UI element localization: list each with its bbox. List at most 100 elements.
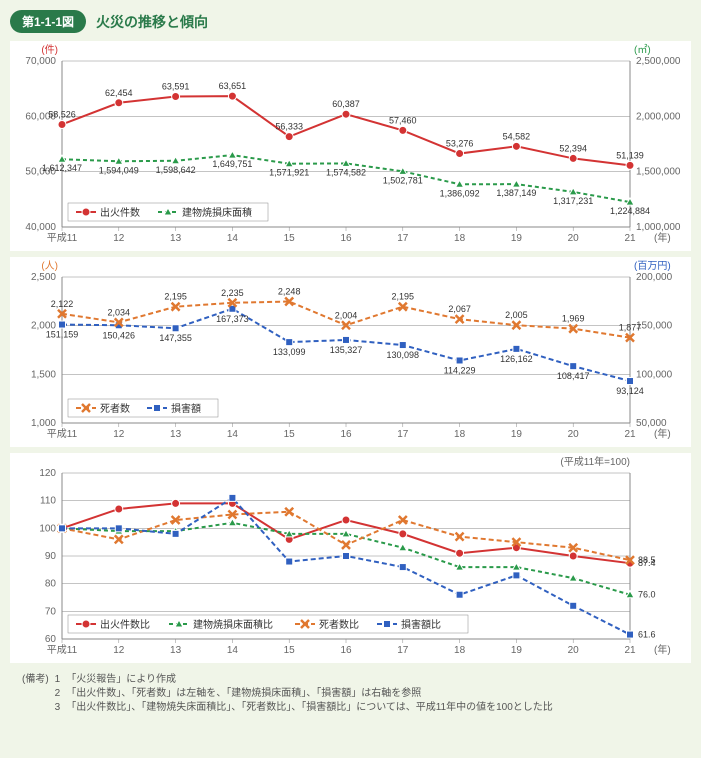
- svg-text:62,454: 62,454: [105, 88, 133, 98]
- svg-text:110: 110: [40, 496, 56, 507]
- svg-text:108,417: 108,417: [557, 371, 590, 381]
- svg-text:1,317,231: 1,317,231: [553, 196, 593, 206]
- svg-text:150,000: 150,000: [636, 321, 673, 332]
- svg-text:16: 16: [340, 429, 352, 440]
- svg-text:54,582: 54,582: [503, 131, 531, 141]
- svg-text:70,000: 70,000: [25, 56, 56, 67]
- svg-text:100: 100: [39, 523, 56, 534]
- svg-text:20: 20: [568, 233, 580, 244]
- svg-text:70: 70: [45, 606, 57, 617]
- svg-text:19: 19: [511, 645, 523, 656]
- svg-text:57,460: 57,460: [389, 115, 417, 125]
- svg-text:1,594,049: 1,594,049: [99, 165, 139, 175]
- figure-title: 火災の推移と傾向: [96, 12, 208, 32]
- svg-text:51,139: 51,139: [616, 150, 644, 160]
- svg-text:21: 21: [624, 645, 636, 656]
- svg-text:平成11: 平成11: [47, 232, 78, 244]
- svg-text:12: 12: [113, 233, 125, 244]
- svg-text:16: 16: [340, 645, 352, 656]
- svg-text:死者数: 死者数: [100, 402, 130, 415]
- svg-text:15: 15: [284, 429, 296, 440]
- svg-text:14: 14: [227, 429, 239, 440]
- svg-text:(㎡): (㎡): [634, 44, 651, 56]
- svg-text:死者数比: 死者数比: [319, 618, 359, 631]
- svg-text:18: 18: [454, 429, 466, 440]
- svg-text:126,162: 126,162: [500, 354, 533, 364]
- svg-text:15: 15: [284, 645, 296, 656]
- svg-text:114,229: 114,229: [444, 365, 476, 375]
- svg-text:建物焼損床面積: 建物焼損床面積: [182, 206, 252, 219]
- svg-text:100,000: 100,000: [636, 369, 673, 380]
- chart3: (平成11年=100)60708090100110120平成1112131415…: [10, 453, 691, 663]
- svg-text:133,099: 133,099: [273, 347, 306, 357]
- svg-text:2,500: 2,500: [31, 272, 56, 283]
- svg-text:12: 12: [113, 429, 125, 440]
- svg-text:(百万円): (百万円): [634, 260, 671, 272]
- svg-text:53,276: 53,276: [446, 139, 474, 149]
- chart2: (人)(百万円)1,0001,5002,0002,50050,000100,00…: [10, 257, 691, 447]
- svg-text:1,386,092: 1,386,092: [440, 188, 480, 198]
- svg-text:52,394: 52,394: [559, 143, 587, 153]
- svg-text:(平成11年=100): (平成11年=100): [560, 455, 630, 468]
- svg-text:40,000: 40,000: [25, 222, 56, 233]
- charts-area: (件)(㎡)40,00050,00060,00070,0001,000,0001…: [10, 41, 691, 663]
- svg-text:1,387,149: 1,387,149: [496, 188, 536, 198]
- svg-text:120: 120: [39, 468, 56, 479]
- svg-text:200,000: 200,000: [636, 272, 673, 283]
- svg-text:61.6: 61.6: [638, 630, 656, 640]
- svg-text:2,122: 2,122: [51, 299, 74, 309]
- figure-badge: 第1-1-1図: [10, 10, 86, 33]
- svg-text:19: 19: [511, 233, 523, 244]
- svg-text:2,195: 2,195: [164, 292, 187, 302]
- svg-text:93,124: 93,124: [616, 386, 644, 396]
- svg-text:14: 14: [227, 645, 239, 656]
- svg-text:2,195: 2,195: [392, 292, 415, 302]
- svg-text:1,571,921: 1,571,921: [269, 168, 309, 178]
- svg-text:1,969: 1,969: [562, 314, 585, 324]
- svg-text:損害額: 損害額: [171, 402, 201, 415]
- svg-text:1,500: 1,500: [31, 369, 56, 380]
- svg-text:63,651: 63,651: [219, 81, 247, 91]
- svg-text:2,235: 2,235: [221, 288, 244, 298]
- svg-text:1,649,751: 1,649,751: [212, 159, 252, 169]
- svg-text:20: 20: [568, 645, 580, 656]
- svg-text:1,877: 1,877: [619, 323, 642, 333]
- svg-text:90: 90: [45, 551, 57, 562]
- svg-text:1,574,582: 1,574,582: [326, 167, 366, 177]
- svg-text:(年): (年): [654, 427, 671, 440]
- svg-text:88.5: 88.5: [638, 555, 656, 565]
- svg-text:58,526: 58,526: [48, 109, 76, 119]
- svg-text:16: 16: [340, 233, 352, 244]
- chart1: (件)(㎡)40,00050,00060,00070,0001,000,0001…: [10, 41, 691, 251]
- svg-text:167,373: 167,373: [216, 314, 249, 324]
- chart-header: 第1-1-1図 火災の推移と傾向: [10, 10, 691, 33]
- svg-text:17: 17: [397, 429, 409, 440]
- svg-text:50,000: 50,000: [636, 418, 667, 429]
- svg-text:1,598,642: 1,598,642: [156, 165, 196, 175]
- svg-text:1,224,884: 1,224,884: [610, 206, 650, 216]
- svg-text:13: 13: [170, 429, 182, 440]
- svg-text:1,500,000: 1,500,000: [636, 167, 681, 178]
- footnote-text: 「出火件数」、「死者数」は左軸を、「建物焼損床面積」、「損害額」は右軸を参照: [66, 687, 421, 701]
- footnote-n: 1: [55, 673, 61, 687]
- svg-text:21: 21: [624, 233, 636, 244]
- svg-text:12: 12: [113, 645, 125, 656]
- svg-text:56,333: 56,333: [275, 122, 303, 132]
- svg-text:80: 80: [45, 579, 57, 590]
- svg-text:2,005: 2,005: [505, 310, 528, 320]
- svg-text:2,004: 2,004: [335, 310, 358, 320]
- svg-text:2,248: 2,248: [278, 287, 301, 297]
- svg-text:15: 15: [284, 233, 296, 244]
- svg-text:建物焼損床面積比: 建物焼損床面積比: [193, 618, 273, 631]
- svg-text:(人): (人): [41, 260, 58, 272]
- footnote-text: 「火災報告」により作成: [66, 673, 176, 687]
- svg-text:1,612,347: 1,612,347: [42, 163, 82, 173]
- footnotes: (備考) 1 「火災報告」により作成 (備考) 2 「出火件数」、「死者数」は左…: [10, 669, 691, 723]
- svg-text:13: 13: [170, 645, 182, 656]
- svg-text:150,426: 150,426: [103, 330, 136, 340]
- svg-text:17: 17: [397, 645, 409, 656]
- svg-text:147,355: 147,355: [159, 333, 192, 343]
- svg-text:1,000,000: 1,000,000: [636, 222, 681, 233]
- svg-text:17: 17: [397, 233, 409, 244]
- svg-text:13: 13: [170, 233, 182, 244]
